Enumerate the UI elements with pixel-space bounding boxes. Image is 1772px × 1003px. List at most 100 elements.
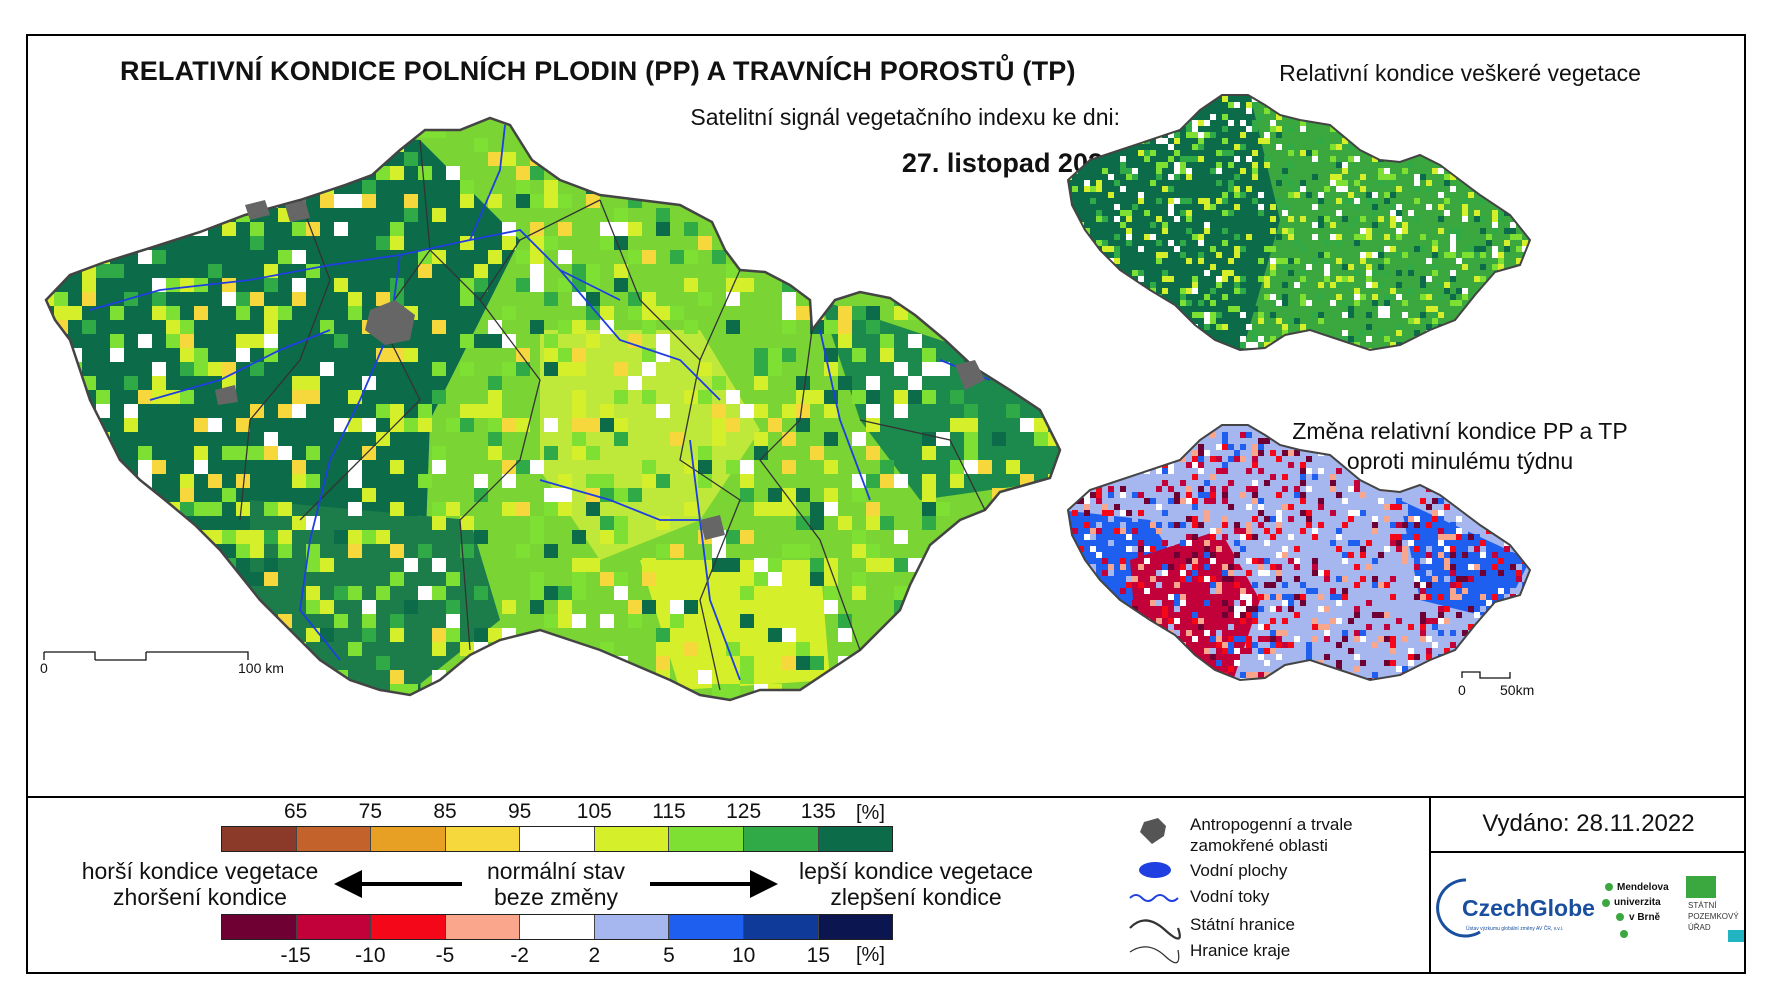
map-pixel	[516, 166, 530, 180]
map-pixel	[1294, 240, 1300, 246]
map-pixel	[1102, 216, 1108, 222]
map-pixel	[1168, 276, 1174, 282]
map-pixel	[1132, 516, 1138, 522]
map-pixel	[1360, 636, 1366, 642]
map-pixel	[1108, 570, 1114, 576]
map-pixel	[460, 180, 474, 194]
map-pixel	[1408, 648, 1414, 654]
map-pixel	[152, 460, 166, 474]
legend-swatch	[743, 827, 819, 851]
map-pixel	[1234, 174, 1240, 180]
map-pixel	[1456, 516, 1462, 522]
map-pixel	[1300, 480, 1306, 486]
map-pixel	[1222, 612, 1228, 618]
map-pixel	[852, 432, 866, 446]
map-pixel	[1390, 288, 1396, 294]
map-pixel	[474, 334, 488, 348]
map-pixel	[1168, 240, 1174, 246]
map-pixel	[1438, 540, 1444, 546]
map-pixel	[1408, 660, 1414, 666]
map-pixel	[1294, 486, 1300, 492]
map-pixel	[1360, 510, 1366, 516]
map-pixel	[852, 488, 866, 502]
map-pixel	[1234, 660, 1240, 666]
map-pixel	[1336, 528, 1342, 534]
map-pixel	[1222, 648, 1228, 654]
map-pixel	[1402, 510, 1408, 516]
map-pixel	[390, 418, 404, 432]
map-pixel	[558, 320, 572, 334]
map-pixel	[1210, 312, 1216, 318]
map-pixel	[152, 278, 166, 292]
map-pixel	[1174, 132, 1180, 138]
water-bodies-label: Vodní plochy	[1190, 861, 1288, 880]
map-pixel	[656, 404, 670, 418]
map-pixel	[1120, 510, 1126, 516]
map-pixel	[1282, 504, 1288, 510]
map-pixel	[1420, 582, 1426, 588]
map-pixel	[1198, 120, 1204, 126]
map-pixel	[1222, 96, 1228, 102]
map-pixel	[1402, 546, 1408, 552]
map-pixel	[838, 628, 852, 642]
map-pixel	[1306, 456, 1312, 462]
map-pixel	[740, 404, 754, 418]
map-pixel	[1426, 654, 1432, 660]
map-pixel	[1204, 498, 1210, 504]
map-pixel	[1216, 612, 1222, 618]
map-pixel	[1480, 276, 1486, 282]
map-pixel	[1228, 210, 1234, 216]
map-pixel	[1516, 576, 1522, 582]
map-pixel	[334, 418, 348, 432]
map-pixel	[1282, 264, 1288, 270]
map-pixel	[138, 460, 152, 474]
map-pixel	[950, 390, 964, 404]
map-pixel	[1222, 534, 1228, 540]
map-pixel	[1390, 222, 1396, 228]
map-pixel	[1414, 246, 1420, 252]
map-pixel	[1204, 324, 1210, 330]
map-pixel	[1180, 288, 1186, 294]
map-pixel	[1162, 222, 1168, 228]
map-pixel	[1408, 564, 1414, 570]
map-pixel	[1282, 486, 1288, 492]
map-pixel	[712, 376, 726, 390]
map-pixel	[1324, 258, 1330, 264]
map-pixel	[614, 516, 628, 530]
map-pixel	[1258, 264, 1264, 270]
river-icon	[1129, 894, 1179, 902]
map-pixel	[180, 348, 194, 362]
map-pixel	[1180, 294, 1186, 300]
map-pixel	[1300, 294, 1306, 300]
map-pixel	[712, 404, 726, 418]
map-pixel	[1390, 654, 1396, 660]
map-pixel	[1144, 546, 1150, 552]
map-pixel	[1156, 570, 1162, 576]
left-arrow-icon	[334, 870, 462, 898]
legend-tick-label: 15	[806, 944, 831, 967]
map-pixel	[1312, 636, 1318, 642]
map-pixel	[1468, 246, 1474, 252]
map-pixel	[1090, 180, 1096, 186]
map-pixel	[698, 390, 712, 404]
map-pixel	[1372, 582, 1378, 588]
map-pixel	[1456, 582, 1462, 588]
map-pixel	[824, 348, 838, 362]
map-pixel	[1402, 168, 1408, 174]
map-pixel	[292, 474, 306, 488]
map-pixel	[1150, 600, 1156, 606]
map-pixel	[1408, 624, 1414, 630]
map-pixel	[1378, 618, 1384, 624]
map-pixel	[1210, 474, 1216, 480]
map-pixel	[1318, 606, 1324, 612]
map-pixel	[194, 418, 208, 432]
map-pixel	[726, 390, 740, 404]
map-pixel	[236, 264, 250, 278]
map-pixel	[292, 516, 306, 530]
map-pixel	[1324, 570, 1330, 576]
map-pixel	[1270, 246, 1276, 252]
map-pixel	[1114, 258, 1120, 264]
map-pixel	[1426, 294, 1432, 300]
map-pixel	[1462, 618, 1468, 624]
map-pixel	[1258, 648, 1264, 654]
